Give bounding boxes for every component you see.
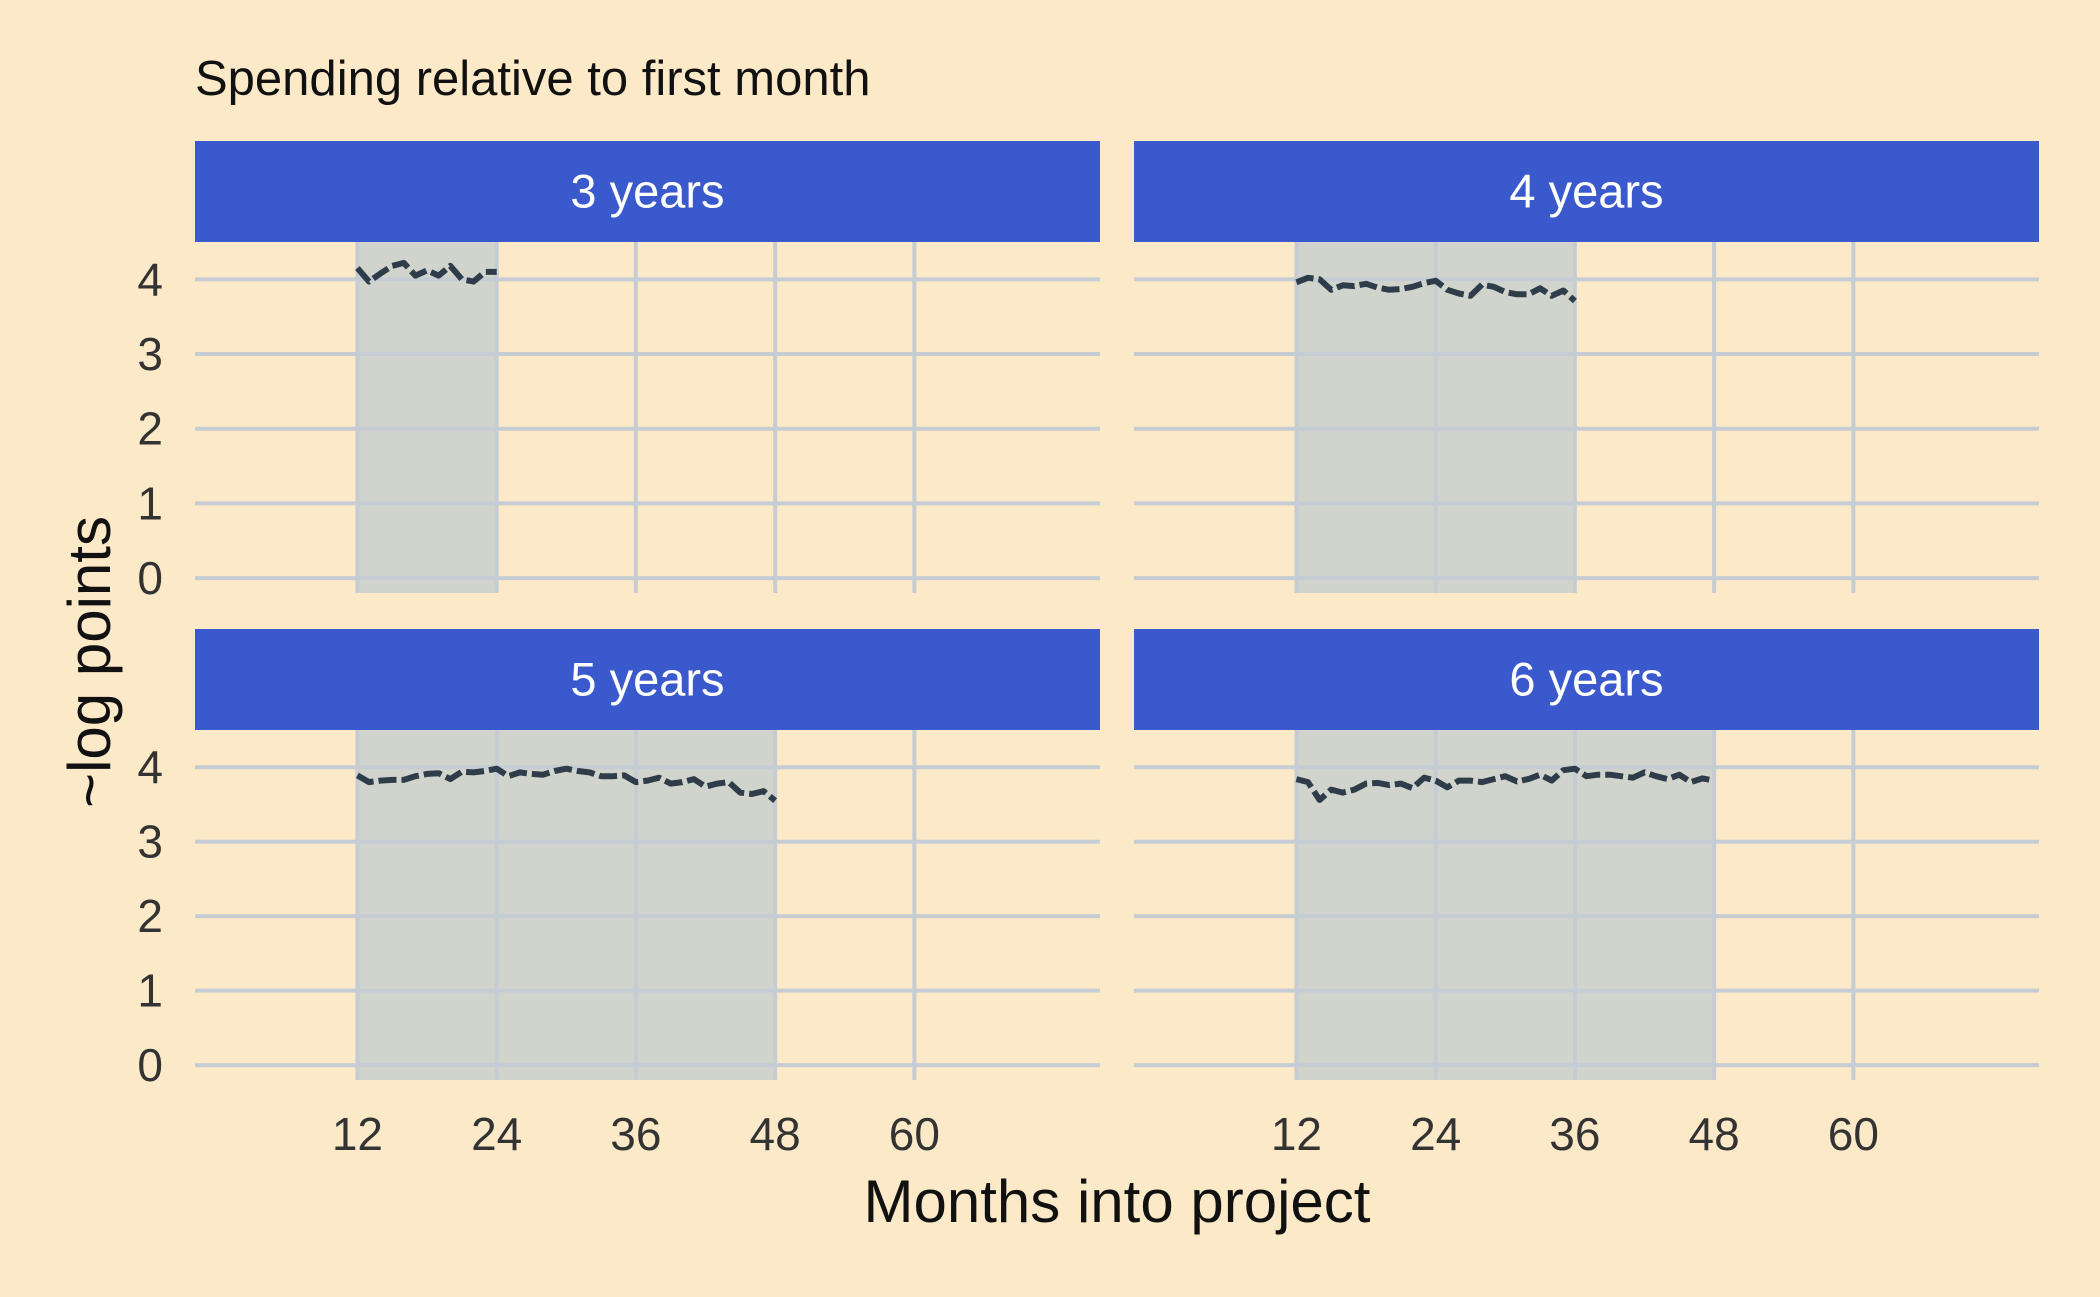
facet-strip bbox=[1134, 629, 2039, 730]
x-tick-label: 24 bbox=[471, 1108, 522, 1160]
y-tick-label: 2 bbox=[137, 403, 163, 455]
facet-strip bbox=[195, 141, 1100, 242]
x-tick-label: 36 bbox=[1549, 1108, 1600, 1160]
x-tick-label: 36 bbox=[610, 1108, 661, 1160]
y-tick-label: 4 bbox=[137, 253, 163, 305]
y-tick-label: 3 bbox=[137, 328, 163, 380]
y-tick-label: 1 bbox=[137, 965, 163, 1017]
x-tick-label: 48 bbox=[1689, 1108, 1740, 1160]
facet-strip-label: 5 years bbox=[570, 653, 724, 706]
y-tick-label: 0 bbox=[137, 552, 163, 604]
facet-strip-label: 3 years bbox=[570, 165, 724, 218]
series-line bbox=[1295, 765, 1715, 803]
x-axis-title: Months into project bbox=[864, 1168, 1371, 1235]
y-tick-label: 2 bbox=[137, 890, 163, 942]
series-line bbox=[355, 765, 778, 804]
y-tick-label: 3 bbox=[137, 816, 163, 868]
facet-strip bbox=[195, 629, 1100, 730]
facet-strip-label: 6 years bbox=[1509, 653, 1663, 706]
series-line bbox=[355, 259, 497, 285]
chart-title: Spending relative to first month bbox=[195, 52, 870, 106]
x-tick-label: 48 bbox=[750, 1108, 801, 1160]
y-tick-label: 0 bbox=[137, 1039, 163, 1091]
facet-strip-label: 4 years bbox=[1509, 165, 1663, 218]
shaded-region bbox=[357, 242, 497, 593]
x-tick-label: 60 bbox=[889, 1108, 940, 1160]
series-line bbox=[1295, 274, 1577, 304]
shaded-region bbox=[1296, 730, 1715, 1080]
y-axis-title: ~log points bbox=[56, 516, 123, 808]
x-tick-label: 12 bbox=[1271, 1108, 1322, 1160]
shaded-region bbox=[357, 730, 776, 1080]
x-tick-label: 60 bbox=[1828, 1108, 1879, 1160]
y-tick-label: 4 bbox=[137, 741, 163, 793]
y-tick-label: 1 bbox=[137, 477, 163, 529]
x-tick-label: 24 bbox=[1410, 1108, 1461, 1160]
x-tick-label: 12 bbox=[332, 1108, 383, 1160]
facet-strip bbox=[1134, 141, 2039, 242]
